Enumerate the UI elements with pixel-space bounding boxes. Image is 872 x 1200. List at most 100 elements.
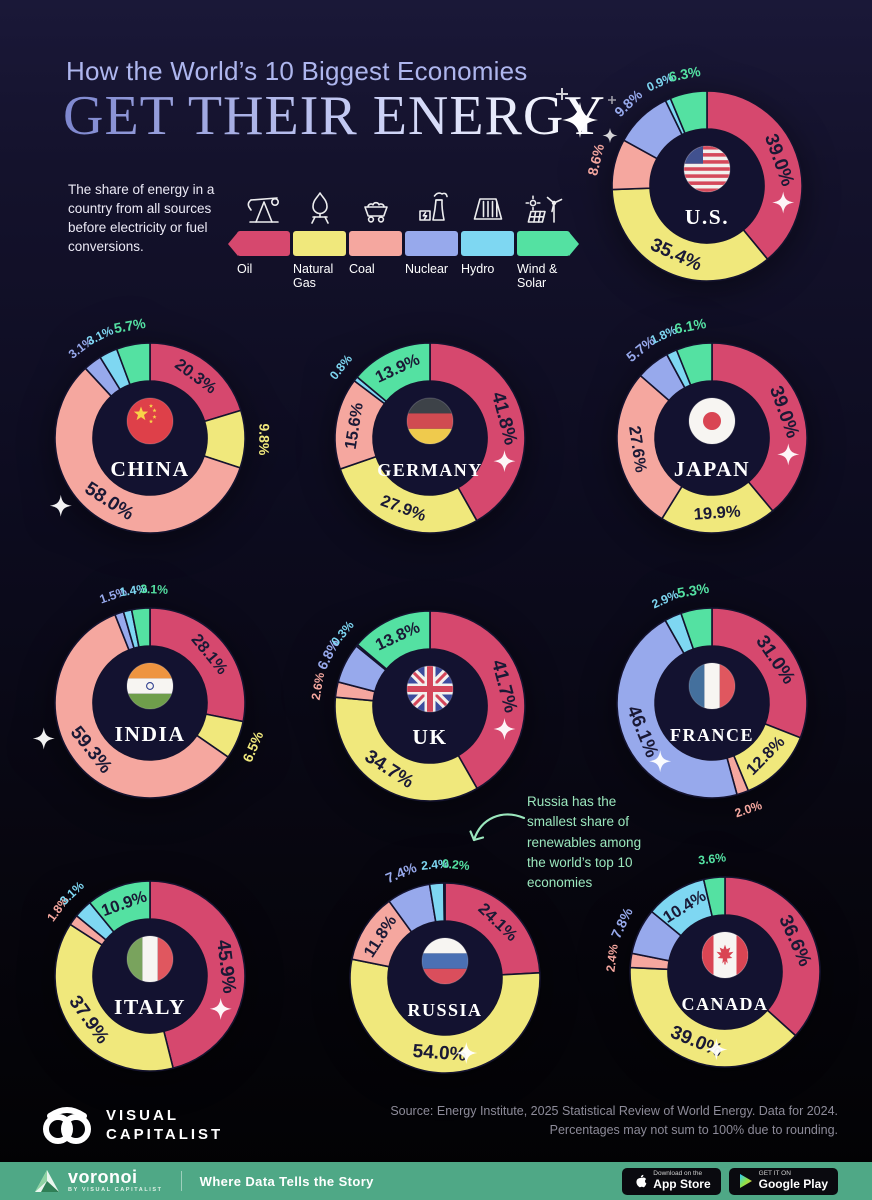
- visual-capitalist-wordmark: VISUAL CAPITALIST: [106, 1106, 224, 1144]
- donut-segment-oil: [711, 607, 808, 739]
- legend-label: Wind & Solar: [517, 262, 558, 291]
- percent-label-natural-gas: 19.9%: [693, 503, 741, 524]
- donut-segment-oil: [711, 342, 808, 513]
- donut-segment-wind-solar: [669, 90, 708, 135]
- percent-label-wind-solar: 6.3%: [667, 63, 702, 85]
- google-play-icon: [739, 1174, 752, 1188]
- divider: [180, 1171, 182, 1191]
- donut-segment-natural-gas: [339, 455, 478, 534]
- donut-segment-wind-solar: [679, 607, 713, 651]
- percent-label-coal: 2.6%: [309, 671, 328, 701]
- legend-label: Nuclear: [405, 262, 449, 276]
- donut-segment-natural-gas: [611, 187, 769, 282]
- voronoi-wordmark: voronoi: [68, 1167, 138, 1188]
- voronoi-tagline: Where Data Tells the Story: [199, 1173, 374, 1189]
- percent-label-coal: 2.4%: [603, 943, 620, 972]
- visual-capitalist-icon: [43, 1107, 91, 1144]
- donut-segment-oil: [706, 90, 803, 261]
- donut-chart-us: U.S.39.0%35.4%8.6%9.8%0.9%6.3%: [584, 63, 803, 282]
- voronoi-byline: BY VISUAL CAPITALIST: [68, 1187, 163, 1194]
- kicker: How the World’s 10 Biggest Economies: [66, 56, 528, 86]
- sparkle-icon: [455, 1042, 478, 1064]
- legend-label: Oil: [237, 262, 253, 276]
- legend-label: Hydro: [461, 262, 495, 276]
- donut-segment-wind-solar: [88, 880, 151, 934]
- country-label-russia: RUSSIA: [407, 1000, 482, 1020]
- percent-label-hydro: 0.8%: [327, 352, 355, 383]
- donut-segment-wind-solar: [130, 607, 151, 649]
- donut-segment-wind-solar: [702, 876, 726, 918]
- percent-label-hydro: 3.1%: [84, 323, 115, 348]
- google-play-badge[interactable]: GET IT ON Google Play: [728, 1167, 838, 1195]
- donut-segment-natural-gas: [334, 696, 479, 802]
- country-label-india: INDIA: [115, 722, 186, 746]
- india-flag-icon: [126, 662, 174, 710]
- germany-flag-icon: [406, 397, 454, 445]
- legend-arrow-right: [569, 231, 579, 256]
- percent-label-hydro: 2.4%: [421, 856, 450, 872]
- percent-label-wind-solar: 0.2%: [441, 856, 470, 873]
- legend-swatch-coal: [349, 231, 402, 256]
- app-store-badge[interactable]: Download on the App Store: [622, 1167, 721, 1195]
- legend-swatch-hydro: [461, 231, 514, 256]
- russia-flag-icon: [421, 937, 469, 985]
- percent-label-hydro: 3.1%: [57, 878, 87, 907]
- hydro-dam-icon: [461, 182, 514, 228]
- donut-segment-coal: [54, 613, 230, 799]
- country-label-france: FRANCE: [670, 725, 754, 745]
- country-label-uk: UK: [412, 725, 447, 749]
- country-label-us: U.S.: [685, 205, 729, 229]
- donut-segment-wind-solar: [115, 342, 151, 386]
- donut-segment-oil: [429, 342, 526, 522]
- percent-label-nuclear: 9.8%: [611, 86, 646, 120]
- country-label-germany: GERMANY: [377, 460, 483, 480]
- donut-segment-natural-gas: [349, 958, 541, 1074]
- percent-label-nuclear: 7.8%: [608, 905, 636, 941]
- donut-segment-wind-solar: [675, 342, 713, 387]
- country-label-china: CHINA: [110, 457, 189, 481]
- coal-cart-icon: [349, 182, 402, 228]
- sparkle-icon: [777, 443, 800, 466]
- energy-legend: Oil Natural Gas Coal Nuclear Hydro Wind & Sol…: [228, 182, 579, 291]
- percent-label-wind-solar: 5.7%: [113, 315, 148, 337]
- voronoi-logo: voronoi BY VISUAL CAPITALIST: [34, 1168, 163, 1194]
- percent-label-natural-gas: 9.8%: [256, 423, 272, 456]
- sparkle-icon: [493, 718, 516, 740]
- sparkle-icon: [209, 997, 232, 1020]
- country-label-canada: CANADA: [682, 994, 769, 1014]
- japan-flag-icon: [688, 397, 736, 445]
- donut-segment-oil: [429, 610, 526, 790]
- donut-segment-wind-solar: [356, 610, 431, 671]
- sparkle-icon: [705, 1038, 728, 1061]
- sparkle-icon: [772, 191, 795, 214]
- donut-segment-coal: [54, 367, 242, 534]
- percent-label-wind-solar: 6.1%: [673, 315, 708, 337]
- percent-label-wind-solar: 3.1%: [140, 582, 168, 597]
- legend-swatch-oil: [237, 231, 290, 256]
- gas-flame-icon: [293, 182, 346, 228]
- canada-flag-icon: [701, 931, 749, 979]
- us-flag-icon: [683, 145, 731, 193]
- percent-label-nuclear: 7.4%: [383, 859, 419, 886]
- sparkle-icon: [49, 494, 72, 517]
- donut-segment-wind-solar: [356, 342, 431, 403]
- sparkle-icon: [556, 88, 618, 143]
- legend-swatch-nuclear: [405, 231, 458, 256]
- apple-icon: [636, 1174, 647, 1188]
- legend-label: Natural Gas: [293, 262, 334, 291]
- italy-flag-icon: [126, 935, 174, 983]
- voronoi-icon: [35, 1170, 59, 1192]
- sparkle-icon: [649, 750, 672, 773]
- legend-swatch-natural-gas: [293, 231, 346, 256]
- donut-segment-oil: [724, 876, 821, 1037]
- donut-segment-coal: [616, 374, 684, 520]
- nuclear-plant-icon: [405, 182, 458, 228]
- visual-capitalist-logo: VISUAL CAPITALIST: [38, 1102, 223, 1148]
- donut-segment-oil: [149, 880, 246, 1070]
